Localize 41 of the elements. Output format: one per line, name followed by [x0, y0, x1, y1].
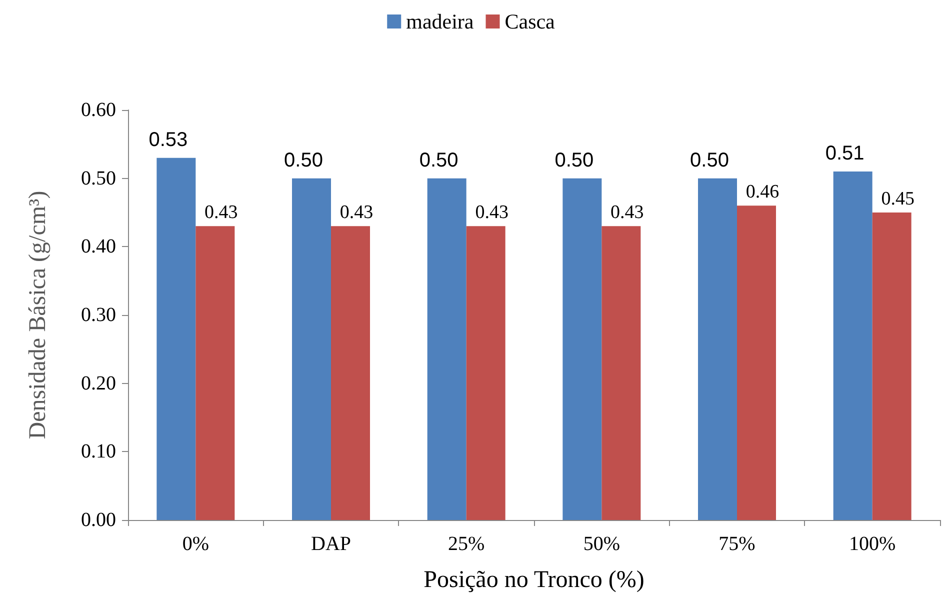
- x-axis-title: Posição no Tronco (%): [424, 567, 644, 593]
- data-label: 0.46: [746, 182, 780, 203]
- bar: [196, 226, 235, 520]
- x-tick-label: 0%: [182, 533, 210, 555]
- data-label: 0.43: [204, 202, 238, 224]
- y-tick-label: 0.30: [81, 304, 116, 326]
- data-label: 0.50: [554, 149, 594, 172]
- bar: [602, 226, 641, 520]
- x-tick-label: 100%: [848, 533, 896, 555]
- bar: [833, 172, 872, 520]
- y-tick-label: 0.40: [81, 236, 116, 258]
- bar: [698, 178, 737, 520]
- data-label: 0.50: [284, 149, 323, 172]
- bar: [872, 212, 912, 520]
- y-tick-label: 0.10: [81, 440, 116, 463]
- y-tick-label: 0.60: [81, 99, 116, 121]
- data-label: 0.51: [825, 142, 864, 164]
- y-tick-label: 0.50: [81, 167, 116, 190]
- x-tick-label: 25%: [448, 533, 485, 555]
- legend-label: madeira: [406, 10, 474, 34]
- legend-label: Casca: [504, 10, 556, 34]
- bar: [737, 206, 776, 520]
- bar: [466, 226, 506, 520]
- x-tick-label: 75%: [718, 533, 756, 555]
- x-tick-label: DAP: [310, 533, 352, 555]
- y-tick-label: 0.20: [81, 372, 116, 394]
- data-label: 0.50: [690, 149, 729, 172]
- y-tick-label: 0.00: [81, 509, 116, 531]
- data-label: 0.53: [148, 128, 188, 151]
- bar: [292, 178, 331, 520]
- data-label: 0.43: [475, 202, 508, 224]
- bar: [156, 158, 196, 520]
- y-axis-title: Densidade Básica (g/cm³): [25, 190, 51, 440]
- x-tick-label: 50%: [583, 533, 620, 555]
- bar: [427, 178, 466, 520]
- data-label: 0.43: [340, 202, 374, 224]
- data-label: 0.50: [419, 149, 458, 172]
- data-label: 0.43: [610, 202, 644, 224]
- bar: [562, 178, 602, 520]
- data-label: 0.45: [881, 188, 914, 210]
- bar: [331, 226, 370, 520]
